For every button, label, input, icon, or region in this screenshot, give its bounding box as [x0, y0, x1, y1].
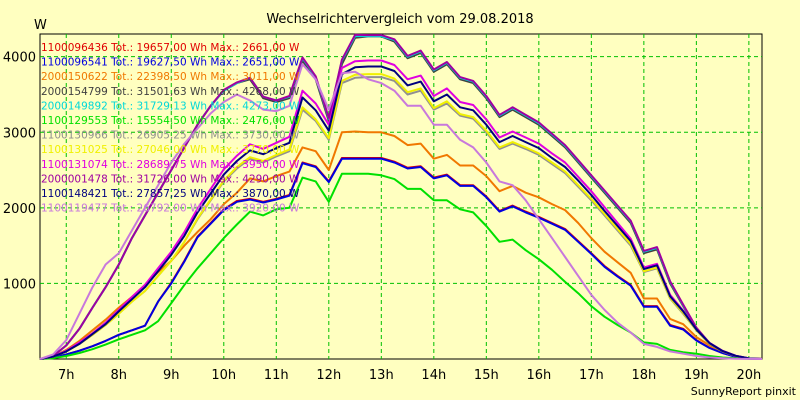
legend: 1100096436 Tot.: 19657,00 Wh Max.: 2661,… [41, 42, 300, 215]
legend-entry: 1100119477 Tot.: 26792,00 Wh Max.: 3920,… [41, 203, 300, 215]
x-tick-label: 11h [264, 368, 289, 383]
legend-entry: 1100130966 Tot.: 26905,25 Wh Max.: 3730,… [41, 130, 300, 142]
x-tick-label: 10h [211, 368, 236, 383]
x-axis-ticks: 7h 8h 9h 10h 11h 12h 13h 14h 15h 16h 17h 18h 19h 20h [58, 368, 761, 383]
x-tick-label: 9h [163, 368, 180, 383]
series-line-10 [39, 65, 763, 360]
x-tick-label: 13h [369, 368, 394, 383]
legend-entry: 2000150622 Tot.: 22398,50 Wh Max.: 3011,… [41, 71, 300, 83]
x-tick-label: 19h [684, 368, 709, 383]
series-line-9 [39, 33, 763, 360]
legend-entry: 2000149892 Tot.: 31729,13 Wh Max.: 4273,… [41, 100, 300, 112]
y-tick-label: 2000 [3, 202, 36, 217]
x-tick-label: 18h [631, 368, 656, 383]
series-line-11 [39, 63, 763, 360]
series-line-2 [39, 130, 763, 360]
legend-entry: 1100148421 Tot.: 27857,25 Wh Max.: 3870,… [41, 188, 300, 200]
legend-entry: 1100131025 Tot.: 27046,00 Wh Max.: 3770,… [41, 144, 300, 156]
legend-entry: 2000001478 Tot.: 31726,00 Wh Max.: 4290,… [41, 173, 300, 185]
x-tick-label: 20h [736, 368, 761, 383]
x-tick-label: 17h [579, 368, 604, 383]
x-tick-label: 8h [111, 368, 128, 383]
x-tick-label: 14h [421, 368, 446, 383]
legend-entry: 1100096436 Tot.: 19657,00 Wh Max.: 2661,… [41, 42, 300, 54]
legend-entry: 1100096541 Tot.: 19627,50 Wh Max.: 2651,… [41, 57, 300, 69]
series-lines [39, 33, 763, 360]
legend-entry: 1100129553 Tot.: 15554,50 Wh Max.: 2476,… [41, 115, 300, 127]
y-axis-ticks: 1000 2000 3000 4000 [3, 51, 36, 293]
footer-credit: SunnyReport pinxit [691, 385, 797, 398]
legend-entry: 2000154799 Tot.: 31501,63 Wh Max.: 4268,… [41, 86, 300, 98]
x-tick-label: 16h [526, 368, 551, 383]
x-tick-label: 12h [316, 368, 341, 383]
y-tick-label: 4000 [3, 51, 36, 66]
y-tick-label: 3000 [3, 126, 36, 141]
x-tick-label: 15h [474, 368, 499, 383]
y-axis-label: W [34, 18, 47, 33]
x-tick-label: 7h [58, 368, 75, 383]
y-tick-label: 1000 [3, 277, 36, 292]
series-line-1 [39, 157, 763, 360]
chart-title: Wechselrichtervergleich vom 29.08.2018 [266, 12, 533, 27]
legend-entry: 1100131074 Tot.: 28689,75 Wh Max.: 3950,… [41, 159, 300, 171]
